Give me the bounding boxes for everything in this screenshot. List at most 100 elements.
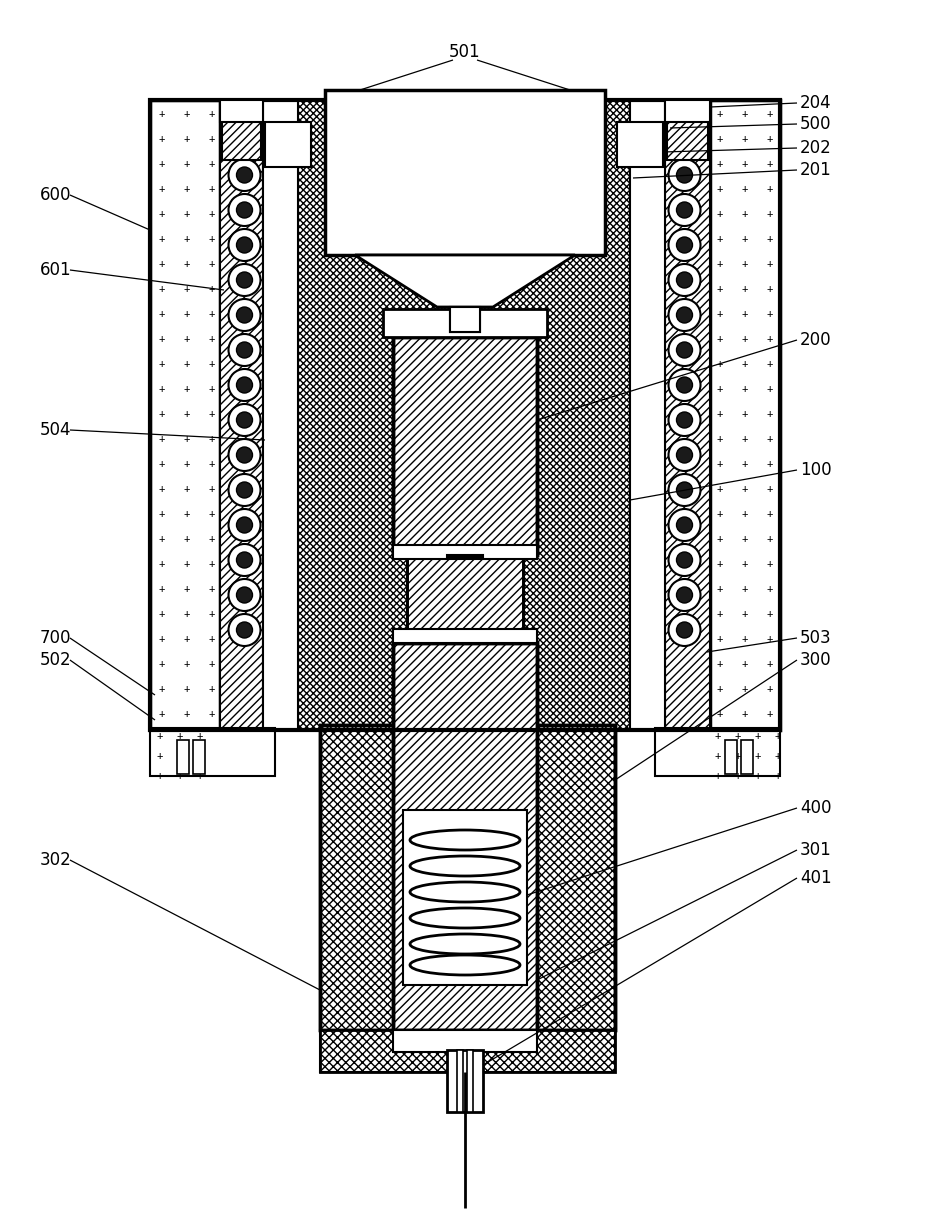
Text: +: +	[717, 284, 723, 294]
Text: +: +	[755, 752, 761, 761]
Circle shape	[228, 438, 260, 471]
Text: +: +	[209, 259, 215, 269]
Text: +: +	[159, 609, 165, 619]
Text: +: +	[767, 583, 773, 594]
Text: +: +	[717, 709, 723, 719]
Bar	[447, 555, 483, 557]
Circle shape	[668, 334, 701, 365]
Text: +: +	[209, 459, 215, 469]
Text: +: +	[767, 685, 773, 694]
Text: +: +	[717, 659, 723, 669]
Text: +: +	[767, 160, 773, 169]
Bar	[407, 557, 523, 628]
Text: +: +	[209, 184, 215, 194]
Text: 302: 302	[40, 851, 71, 868]
Text: +: +	[184, 284, 190, 294]
Text: 204: 204	[800, 94, 832, 112]
Text: +: +	[717, 134, 723, 144]
Text: +: +	[742, 583, 748, 594]
Text: +: +	[184, 685, 190, 694]
Circle shape	[228, 264, 260, 296]
Polygon shape	[355, 255, 575, 307]
Text: +: +	[197, 731, 203, 741]
Text: +: +	[159, 334, 165, 343]
Text: +: +	[742, 334, 748, 343]
Bar	[150, 728, 275, 776]
Text: +: +	[742, 309, 748, 319]
Circle shape	[236, 447, 252, 463]
Text: +: +	[742, 635, 748, 644]
Circle shape	[677, 307, 692, 323]
Circle shape	[228, 160, 260, 191]
Text: +: +	[717, 509, 723, 519]
Bar	[665, 100, 710, 122]
Text: +: +	[184, 434, 190, 445]
Text: +: +	[159, 685, 165, 694]
Circle shape	[236, 167, 252, 183]
Text: +: +	[184, 108, 190, 119]
Text: +: +	[184, 334, 190, 343]
Text: +: +	[767, 635, 773, 644]
Text: 600: 600	[40, 186, 71, 203]
Bar	[630, 100, 665, 730]
Text: +: +	[717, 609, 723, 619]
Text: 301: 301	[800, 840, 832, 859]
Text: +: +	[742, 409, 748, 419]
Text: +: +	[767, 359, 773, 369]
Text: +: +	[717, 334, 723, 343]
Text: +: +	[177, 771, 184, 781]
Circle shape	[228, 298, 260, 331]
Text: +: +	[742, 134, 748, 144]
Circle shape	[677, 587, 692, 603]
Text: +: +	[159, 484, 165, 495]
Text: +: +	[717, 309, 723, 319]
Text: +: +	[767, 384, 773, 393]
Text: +: +	[742, 484, 748, 495]
Text: +: +	[184, 559, 190, 569]
Bar	[220, 100, 263, 122]
Text: +: +	[767, 434, 773, 445]
Circle shape	[228, 404, 260, 436]
Circle shape	[668, 160, 701, 191]
Text: +: +	[742, 709, 748, 719]
Text: +: +	[742, 559, 748, 569]
Text: +: +	[717, 160, 723, 169]
Circle shape	[668, 474, 701, 505]
Circle shape	[677, 238, 692, 253]
Text: +: +	[157, 771, 163, 781]
Text: +: +	[767, 259, 773, 269]
Text: +: +	[717, 359, 723, 369]
Text: +: +	[184, 259, 190, 269]
Bar	[393, 628, 537, 643]
Text: 503: 503	[800, 628, 832, 647]
Text: +: +	[184, 409, 190, 419]
Text: 500: 500	[800, 114, 832, 133]
Circle shape	[677, 516, 692, 533]
Text: +: +	[159, 559, 165, 569]
Text: +: +	[717, 583, 723, 594]
Text: +: +	[159, 259, 165, 269]
Bar	[393, 1030, 537, 1052]
Text: +: +	[742, 384, 748, 393]
Circle shape	[228, 474, 260, 505]
Text: +: +	[184, 659, 190, 669]
Text: +: +	[717, 459, 723, 469]
Text: +: +	[742, 108, 748, 119]
Text: +: +	[159, 184, 165, 194]
Text: +: +	[715, 752, 721, 761]
Text: +: +	[159, 160, 165, 169]
Text: +: +	[177, 752, 184, 761]
Circle shape	[236, 202, 252, 218]
Circle shape	[228, 544, 260, 576]
Text: +: +	[717, 259, 723, 269]
Bar	[393, 643, 537, 1030]
Text: +: +	[209, 234, 215, 244]
Bar	[222, 102, 261, 160]
Circle shape	[236, 307, 252, 323]
Text: +: +	[742, 609, 748, 619]
Text: +: +	[767, 659, 773, 669]
Text: +: +	[159, 459, 165, 469]
Text: +: +	[717, 434, 723, 445]
Text: +: +	[184, 533, 190, 544]
Text: +: +	[742, 160, 748, 169]
